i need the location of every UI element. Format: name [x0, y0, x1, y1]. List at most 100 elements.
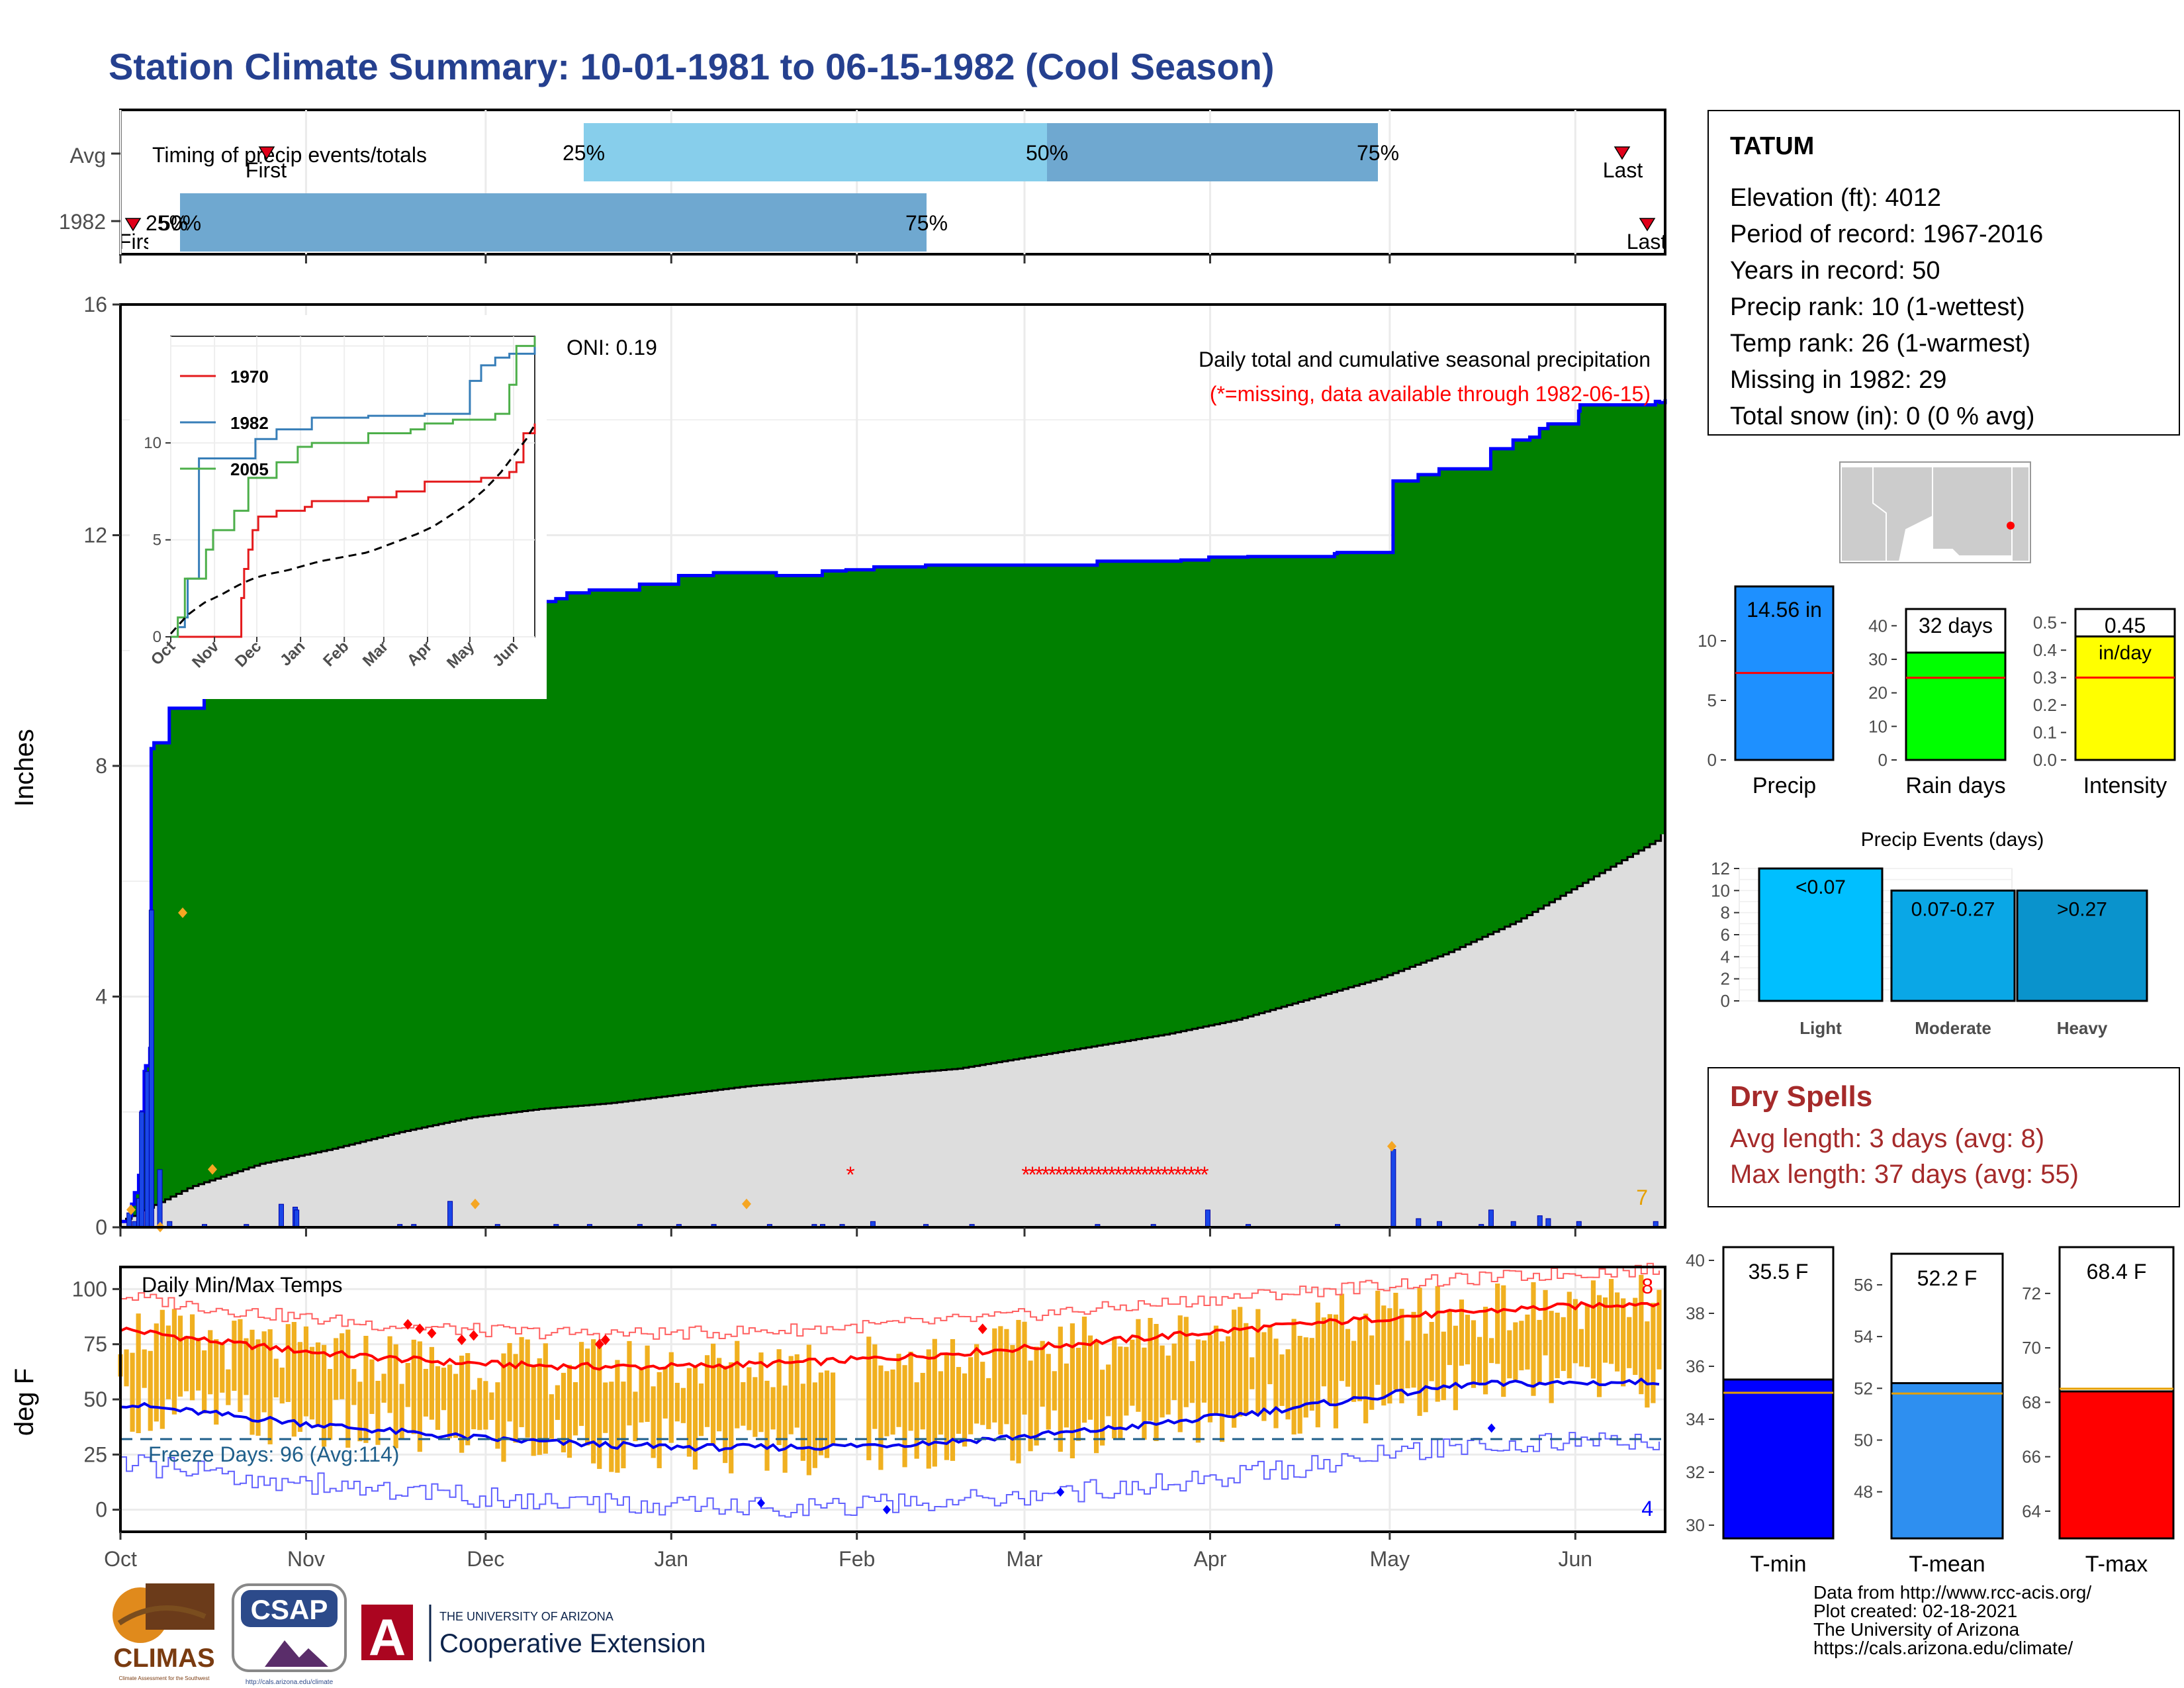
event-bar-heavy — [2016, 889, 2148, 1002]
daily-temp-bar — [711, 1343, 716, 1446]
daily-temp-bar — [136, 1313, 141, 1434]
oni-label: ONI: 0.19 — [567, 336, 657, 359]
csap-logo: CSAP http://cals.arizona.edu/climate — [232, 1583, 347, 1686]
daily-temp-bar — [459, 1355, 465, 1453]
footer-url: https://cals.arizona.edu/climate/ — [1813, 1638, 2073, 1658]
daily-temp-bar — [758, 1352, 764, 1432]
daily-temp-bar — [1590, 1280, 1596, 1379]
event-bar-label: >0.27 — [2057, 898, 2107, 920]
tbar-value-label: 35.5 F — [1749, 1260, 1809, 1284]
daily-precip-bar — [139, 1111, 145, 1228]
daily-temp-bar — [962, 1373, 968, 1447]
daily-temp-bar — [1602, 1297, 1608, 1363]
daily-temp-bar — [328, 1369, 333, 1440]
missing-star: * — [1114, 1162, 1122, 1188]
record-low-line — [120, 1432, 1660, 1518]
daily-temp-bar — [1645, 1321, 1650, 1408]
daily-temp-bar — [142, 1349, 147, 1388]
last-1982-label: Last — [1627, 230, 1667, 254]
daily-temp-bar — [747, 1367, 752, 1430]
temp-xtick-label: Dec — [467, 1547, 504, 1571]
bar-ytick-label: 0.1 — [2033, 723, 2057, 743]
tbar-ytick-label: 68 — [2022, 1392, 2041, 1412]
daily-temp-bar — [788, 1356, 794, 1434]
daily-temp-bar — [1483, 1307, 1488, 1395]
daily-temp-bar — [1393, 1292, 1398, 1390]
events-ytick-label: 0 — [1721, 991, 1730, 1011]
daily-temp-bar — [381, 1374, 387, 1403]
event-bar-moderate — [1890, 889, 2016, 1002]
bar-ytick-label: 10 — [1698, 631, 1717, 651]
daily-temp-bar — [1543, 1289, 1548, 1356]
daily-temp-bar — [363, 1336, 369, 1443]
record-high-diamond — [427, 1328, 437, 1338]
daily-temp-bar — [369, 1359, 375, 1415]
daily-temp-bar — [1046, 1354, 1051, 1430]
daily-precip-bar — [1205, 1209, 1210, 1228]
ua-big-text: Cooperative Extension — [439, 1629, 705, 1658]
station-snow: Total snow (in): 0 (0 % avg) — [1730, 402, 2035, 430]
daily-temp-bar — [1213, 1325, 1219, 1415]
daily-precip-bar — [447, 1201, 453, 1228]
daily-temp-bar — [1321, 1317, 1326, 1387]
daily-temp-bar — [130, 1352, 135, 1432]
daily-temp-bar — [1351, 1340, 1357, 1402]
daily-temp-bar — [1453, 1325, 1458, 1411]
daily-temp-bar — [1118, 1346, 1123, 1440]
daily-temp-bar — [345, 1329, 351, 1448]
daily-temp-bar — [651, 1386, 656, 1458]
missing-star: * — [1147, 1162, 1156, 1188]
inset-line-1982 — [171, 336, 536, 638]
daily-temp-bar — [621, 1382, 626, 1469]
daily-temp-bar — [1375, 1290, 1381, 1385]
tbar-value-label: 52.2 F — [1917, 1266, 1978, 1290]
bar-category-label: Intensity — [2083, 773, 2167, 798]
daily-temp-bar — [1201, 1340, 1207, 1403]
missing-star: * — [1193, 1162, 1202, 1188]
daily-temp-bar — [926, 1349, 931, 1469]
timing-title: Timing of precip events/totals — [152, 143, 427, 167]
map-state-nm — [1932, 466, 2013, 557]
daily-temp-bar — [1417, 1288, 1422, 1416]
daily-temp-bar — [818, 1372, 824, 1456]
event-diamond — [178, 907, 187, 918]
dry-spells-avg: Avg length: 3 days (avg: 8) — [1730, 1124, 2045, 1153]
inset-ytick-label: 5 — [153, 532, 161, 549]
tbar-ytick-label: 50 — [1854, 1430, 1873, 1450]
inset-average-line — [169, 424, 536, 635]
inset-ytick-label: 10 — [144, 434, 161, 452]
tbar-ytick-label: 72 — [2022, 1284, 2041, 1303]
p50-1982-label: 50% — [159, 211, 201, 235]
temperature-panel: Daily Min/Max Temps Freeze Days: 96 (Avg… — [10, 1262, 1666, 1571]
daily-temp-bar — [387, 1336, 392, 1413]
daily-temp-bar — [956, 1367, 962, 1434]
daily-temp-bar — [177, 1315, 183, 1397]
event-diamond — [742, 1198, 751, 1209]
daily-temp-bar — [1608, 1279, 1614, 1364]
climas-logo: CLIMAS Climate Assessment for the Southw… — [113, 1583, 215, 1681]
avg-75-label: 75% — [1357, 141, 1399, 165]
record-high-diamond — [978, 1323, 987, 1335]
temp-xtick-label: Jan — [654, 1547, 688, 1571]
temp-corner-low: 4 — [1641, 1497, 1653, 1521]
daily-temp-bar — [692, 1366, 698, 1470]
daily-temp-bar — [429, 1346, 435, 1420]
daily-temp-bar — [238, 1319, 243, 1413]
temp-ytick-label: 75 — [83, 1333, 107, 1356]
events-ytick-label: 10 — [1711, 880, 1730, 900]
daily-temp-bar — [609, 1382, 614, 1472]
event-diamond — [471, 1198, 480, 1209]
daily-temp-bar — [723, 1366, 728, 1464]
footer: Data from http://www.rcc-acis.org/ Plot … — [1813, 1583, 2091, 1658]
bar-ytick-label: 0.5 — [2033, 613, 2057, 633]
station-location-dot — [2007, 522, 2015, 530]
daily-temp-bar — [1405, 1340, 1410, 1389]
missing-star: * — [1154, 1162, 1162, 1188]
missing-star: * — [1140, 1162, 1149, 1188]
inset-legend-label: 1982 — [230, 413, 269, 433]
daily-temp-bar — [1052, 1371, 1057, 1411]
daily-temp-bar — [1195, 1339, 1201, 1443]
dry-spells-box: Dry Spells Avg length: 3 days (avg: 8) M… — [1707, 1067, 2180, 1207]
daily-temp-bar — [1148, 1317, 1153, 1421]
daily-temp-bar — [519, 1336, 524, 1427]
